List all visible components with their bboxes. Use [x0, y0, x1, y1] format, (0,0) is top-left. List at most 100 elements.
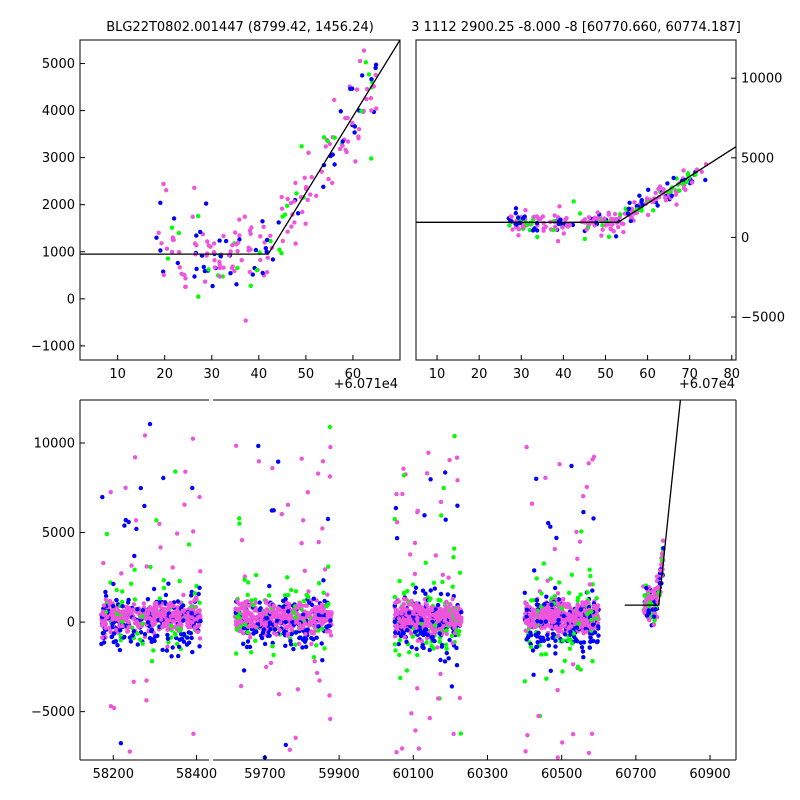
panel-left-data-point — [235, 249, 240, 254]
panel-left-data-point — [330, 180, 335, 186]
full-panel-data-point — [191, 529, 196, 534]
full-panel-data-point — [420, 588, 426, 593]
full-panel-data-point — [557, 462, 562, 467]
panel-left-data-point — [306, 150, 311, 155]
full-panel-data-point — [253, 572, 259, 578]
full-panel-data-point — [570, 662, 576, 667]
full-panel-data-point — [276, 692, 282, 697]
full-panel-data-point — [301, 612, 306, 617]
full-panel-data-point — [123, 612, 129, 618]
panel-right-data-point — [586, 215, 592, 220]
full-panel-data-point — [176, 622, 182, 628]
full-panel-data-point — [644, 585, 649, 591]
full-panel-data-point — [288, 642, 294, 647]
full-panel-data-point — [303, 636, 309, 642]
full-panel-data-point — [444, 646, 449, 651]
panel-left-data-point — [243, 318, 248, 323]
panel-left-data-point — [369, 156, 374, 161]
full-panel-data-point — [180, 608, 185, 614]
panel-left-data-point — [344, 149, 349, 155]
panel-right-model-line — [416, 146, 736, 223]
full-panel-data-point — [113, 627, 119, 632]
full-panel-data-point — [415, 686, 420, 691]
full-panel-data-point — [539, 625, 544, 631]
full-panel-data-point — [444, 628, 449, 633]
full-panel-data-point — [534, 634, 540, 639]
full-panel-data-point — [301, 783, 305, 787]
panel-left-data-point — [308, 192, 313, 197]
panel-left-data-point — [350, 120, 355, 126]
panel-right-data-point — [651, 208, 656, 213]
panel-right-data-point — [689, 180, 695, 185]
full-panel-data-point — [589, 626, 594, 631]
full-panel-data-point — [541, 638, 547, 643]
full-panel-data-point — [552, 546, 557, 552]
full-light-curve-panel: 58200 58400 59700 59900 60100 60300 60500 60700… — [31, 399, 737, 791]
panel-left-data-point — [338, 109, 343, 114]
full-panel-data-point — [419, 621, 424, 626]
full-panel-data-point — [451, 731, 456, 737]
full-panel-data-point — [173, 632, 178, 637]
full-panel-data-point — [135, 607, 140, 612]
full-panel-data-point — [316, 539, 321, 545]
full-panel-data-point — [441, 485, 446, 491]
full-panel-data-point — [448, 618, 454, 624]
full-panel-data-point — [241, 615, 247, 621]
panel-left-ytick-label: 4000 — [42, 104, 75, 119]
full-panel-data-point — [423, 591, 428, 596]
full-panel-data-point — [191, 787, 195, 791]
full-panel-data-point — [170, 618, 176, 624]
full-panel-data-point — [134, 526, 139, 532]
full-panel-data-point — [543, 652, 548, 657]
full-panel-data-point — [415, 617, 420, 623]
panel-left-data-point — [158, 248, 163, 253]
full-panel-data-point — [235, 608, 240, 613]
full-panel-data-point — [574, 529, 579, 534]
full-panel-data-point — [588, 635, 593, 640]
full-panel-data-point — [109, 634, 114, 640]
full-panel-data-point — [165, 627, 170, 632]
full-panel-data-point — [101, 603, 107, 608]
full-panel-data-point — [128, 639, 134, 644]
full-panel-data-point — [319, 641, 324, 646]
full-panel-data-point — [320, 459, 326, 464]
panel-right-xtick-label: 60 — [639, 367, 656, 382]
full-panel-data-point — [241, 631, 246, 636]
panel-left-data-point — [177, 265, 182, 270]
full-panel-data-point — [454, 645, 459, 651]
panel-left-data-point — [268, 238, 273, 244]
full-panel-data-point — [260, 630, 266, 635]
full-panel-data-point — [259, 620, 264, 625]
panel-left-xtick-label: 20 — [156, 367, 173, 382]
full-panel-data-point — [415, 638, 420, 643]
full-panel-data-point — [164, 622, 169, 628]
full-panel-data-point — [183, 469, 188, 474]
full-panel-data-point — [539, 609, 544, 615]
full-panel-data-point — [588, 573, 593, 579]
full-panel-data-point — [414, 628, 419, 634]
full-panel-data-point — [131, 679, 136, 684]
panel-left-ytick-label: −1000 — [31, 339, 75, 354]
full-panel-data-point — [287, 623, 292, 628]
panel-left-data-point — [300, 209, 305, 215]
panel-right-data-point — [699, 169, 704, 174]
panel-left-data-point — [201, 264, 206, 270]
full-panel-data-point — [399, 619, 404, 625]
full-panel-data-point — [157, 596, 162, 601]
panel-left-data-point — [277, 247, 282, 252]
full-panel-data-point — [283, 619, 288, 625]
panel-right-data-point — [671, 175, 676, 181]
full-panel-data-point — [459, 777, 463, 781]
full-panel-data-point — [235, 598, 240, 603]
full-panel-data-point — [118, 628, 123, 633]
full-panel-data-point — [271, 612, 276, 618]
full-panel-frame — [79, 399, 737, 761]
panel-left-x-ticks: 10 20 30 40 50 60 — [109, 355, 361, 382]
full-panel-data-point — [328, 716, 333, 722]
full-panel-data-point — [140, 641, 145, 646]
panel-right-data-point — [626, 206, 632, 211]
full-panel-data-point — [197, 636, 203, 641]
full-panel-data-point — [584, 618, 590, 624]
full-panel-data-point — [110, 617, 115, 622]
full-panel-data-point — [451, 605, 456, 611]
